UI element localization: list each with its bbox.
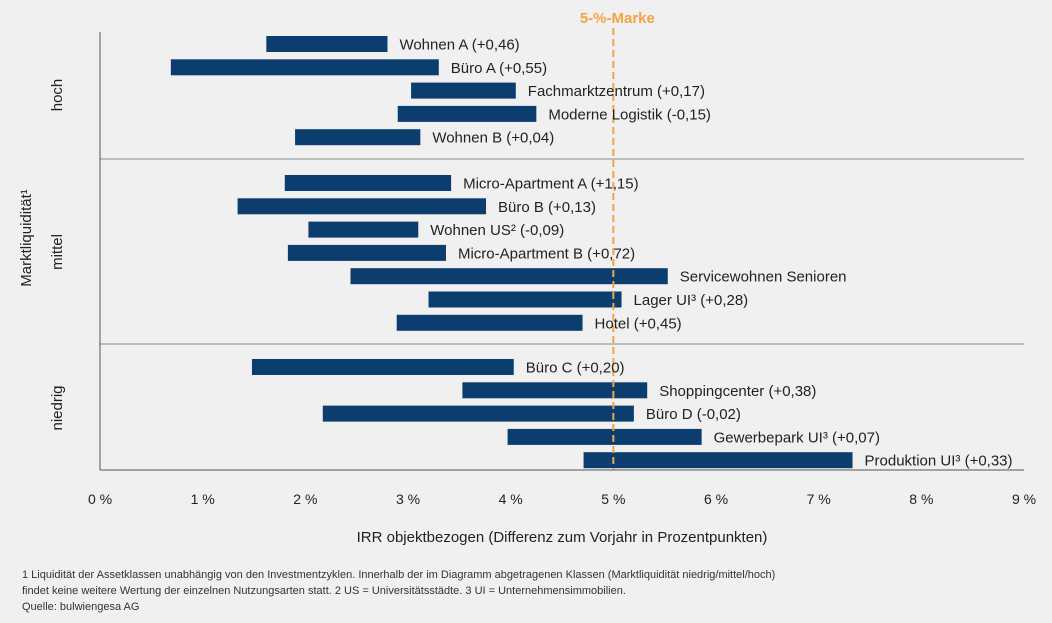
y-axis-title: Marktliquidität¹	[18, 189, 35, 287]
bar-label: Wohnen B (+0,04)	[432, 130, 554, 147]
x-tick-label: 3 %	[396, 491, 420, 507]
bar-label: Shoppingcenter (+0,38)	[659, 383, 816, 400]
range-bar	[350, 268, 668, 285]
bar-label: Servicewohnen Senioren	[680, 269, 847, 286]
irr-range-bar-chart: 5-%-Marke hoch Wohnen A (+0,46) Büro A (+0…	[18, 10, 1036, 546]
bar-label: Micro-Apartment B (+0,72)	[458, 245, 635, 262]
range-bar	[287, 244, 446, 261]
range-bar	[396, 314, 583, 331]
x-tick-label: 9 %	[1012, 491, 1036, 507]
range-bar	[284, 175, 452, 191]
footnote-line-1: 1 Liquidität der Assetklassen unabhängig…	[22, 569, 776, 581]
group-label-hoch: hoch	[49, 79, 66, 112]
range-bar	[170, 59, 439, 76]
range-bar	[237, 198, 487, 215]
x-tick-label: 8 %	[909, 491, 933, 507]
bar-label: Gewerbepark UI³ (+0,07)	[714, 429, 880, 446]
x-tick-label: 1 %	[191, 491, 215, 507]
bar-label: Wohnen US² (-0,09)	[430, 222, 564, 239]
bar-label: Fachmarktzentrum (+0,17)	[528, 83, 705, 100]
bar-label: Produktion UI³ (+0,33)	[865, 453, 1013, 470]
range-bar	[251, 359, 514, 375]
x-tick-label: 5 %	[601, 491, 625, 507]
bar-label: Moderne Logistik (-0,15)	[548, 106, 711, 123]
x-tick-label: 4 %	[499, 491, 523, 507]
bar-label: Micro-Apartment A (+1,15)	[463, 176, 639, 193]
bar-label: Büro D (-0,02)	[646, 406, 741, 423]
footnote-line-3: Quelle: bulwiengesa AG	[22, 601, 140, 613]
bar-label: Büro C (+0,20)	[526, 360, 625, 377]
bar-label: Büro A (+0,55)	[451, 60, 547, 77]
range-bar	[411, 82, 516, 99]
range-bar	[397, 105, 537, 122]
footnote-line-2: findet keine weitere Wertung der einzeln…	[22, 585, 626, 597]
x-tick-label: 7 %	[807, 491, 831, 507]
range-bar	[428, 291, 622, 308]
bar-label: Wohnen A (+0,46)	[399, 37, 519, 54]
group-label-niedrig: niedrig	[49, 385, 66, 430]
bar-label: Hotel (+0,45)	[595, 315, 682, 332]
range-bar	[462, 382, 648, 399]
range-bar	[295, 129, 421, 146]
x-tick-label: 2 %	[293, 491, 317, 507]
x-axis-title: IRR objektbezogen (Differenz zum Vorjahr…	[357, 529, 768, 546]
x-tick-label: 6 %	[704, 491, 728, 507]
range-bar	[308, 221, 419, 238]
group-label-mittel: mittel	[49, 234, 66, 270]
range-bar	[583, 452, 853, 469]
range-bar	[507, 428, 702, 445]
range-bar	[322, 405, 634, 422]
bar-label: Büro B (+0,13)	[498, 199, 596, 216]
x-tick-label: 0 %	[88, 491, 112, 507]
bar-label: Lager UI³ (+0,28)	[634, 292, 749, 309]
reference-line-label: 5-%-Marke	[580, 10, 655, 27]
range-bar	[266, 36, 388, 52]
